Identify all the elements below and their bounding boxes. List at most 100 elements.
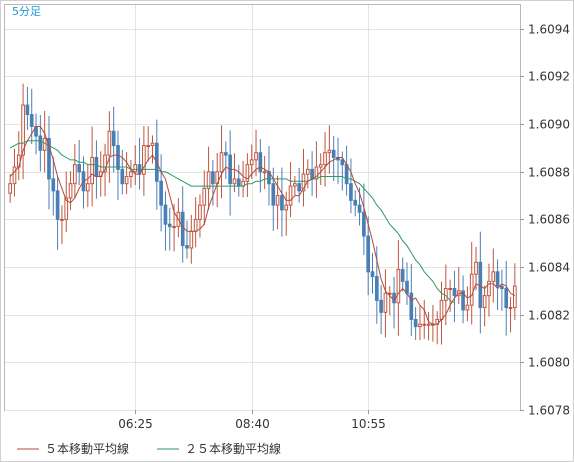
candle-body — [150, 142, 155, 147]
candle-body — [461, 290, 465, 311]
candle-body — [47, 137, 51, 180]
candle-body — [120, 168, 125, 185]
candle-body — [500, 285, 504, 289]
candle-body — [288, 185, 293, 206]
x-tick-label: 08:40 — [235, 417, 270, 431]
y-tick-label: 1.6084 — [528, 261, 570, 275]
candle-body — [405, 280, 409, 294]
candle-body — [111, 130, 116, 147]
candle-body — [236, 178, 241, 187]
candle-body — [409, 292, 414, 320]
plot-area — [4, 4, 521, 411]
candle-body — [223, 152, 228, 156]
y-tick-label: 1.6082 — [528, 309, 570, 323]
candle-body — [478, 261, 483, 309]
candle-body — [349, 183, 353, 201]
candle-body — [42, 137, 47, 151]
x-tick-label: 10:55 — [351, 417, 386, 431]
candle-body — [68, 183, 73, 199]
candle-body — [12, 166, 17, 185]
candle-body — [107, 130, 112, 156]
candle-body — [73, 164, 77, 185]
y-tick-label: 1.6090 — [528, 118, 570, 132]
y-tick-label: 1.6078 — [528, 404, 570, 418]
candle-body — [245, 164, 250, 182]
candle-body — [452, 288, 457, 297]
sma25-line — [9, 140, 455, 304]
candle-body — [21, 104, 25, 156]
candle-body — [396, 268, 401, 304]
candle-body — [60, 218, 64, 221]
candle-body — [465, 304, 470, 311]
candle-body — [370, 271, 375, 278]
candle-body — [51, 178, 56, 192]
candle-body — [293, 183, 297, 187]
candle-body — [64, 197, 69, 220]
candle-body — [85, 183, 90, 192]
candle-body — [331, 149, 336, 158]
candle-body — [90, 156, 94, 185]
candle-body — [413, 318, 418, 328]
candle-body — [469, 273, 474, 306]
legend-label-5ma: ５本移動平均線 — [45, 441, 129, 456]
candle-body — [275, 195, 280, 206]
candle-body — [254, 152, 258, 161]
timeframe-label: 5分足 — [12, 5, 41, 18]
candle-body — [487, 280, 491, 297]
candle-body — [340, 159, 345, 166]
candle-body — [94, 156, 99, 178]
candle-body — [310, 168, 314, 180]
x-tick-label: 06:25 — [118, 417, 153, 431]
grid-layer — [5, 5, 520, 411]
y-tick-label: 1.6094 — [528, 23, 570, 37]
candle-body — [219, 152, 224, 173]
candle-body — [124, 176, 129, 185]
candle-body — [142, 145, 146, 175]
candle-body — [202, 187, 207, 206]
candle-body — [129, 171, 133, 178]
candle-body — [513, 285, 517, 309]
candle-body — [103, 154, 107, 173]
candle-body — [198, 204, 202, 220]
y-tick-label: 1.6092 — [528, 70, 570, 84]
candle-body — [163, 204, 168, 225]
candle-body — [305, 168, 310, 175]
candle-body — [258, 152, 263, 173]
candle-body — [426, 323, 431, 326]
candle-body — [271, 183, 276, 206]
candle-body — [508, 307, 513, 310]
candle-body — [418, 323, 422, 328]
candle-body — [422, 323, 427, 326]
x-axis: 06:25 08:40 10:55 — [118, 410, 386, 431]
candle-body — [491, 271, 496, 282]
candle-body — [116, 145, 120, 170]
candle-body — [159, 180, 163, 206]
candle-body — [495, 271, 500, 287]
y-axis: 1.6078 1.6080 1.6082 1.6084 1.6086 1.6088 1.60… — [520, 23, 570, 418]
moving-average-layer — [9, 126, 516, 325]
candle-body — [439, 299, 444, 320]
candle-body — [448, 288, 452, 290]
candle-body — [284, 204, 289, 211]
candle-body — [249, 159, 254, 166]
y-tick-label: 1.6080 — [528, 356, 570, 370]
candle-body — [206, 171, 211, 189]
candle-body — [262, 171, 267, 174]
candle-body — [25, 104, 30, 116]
candle-body — [55, 190, 60, 220]
candle-body — [301, 173, 306, 192]
candle-body — [172, 226, 176, 229]
candle-body — [167, 223, 172, 228]
candle-body — [327, 149, 332, 154]
candle-body — [146, 145, 151, 148]
candle-body — [379, 299, 383, 313]
candle-body — [318, 164, 323, 168]
candle-body — [400, 268, 405, 282]
candle-body — [29, 114, 34, 127]
candle-body — [38, 135, 43, 151]
candle-body — [77, 164, 82, 173]
candle-body — [193, 218, 198, 232]
candle-body — [374, 276, 379, 301]
